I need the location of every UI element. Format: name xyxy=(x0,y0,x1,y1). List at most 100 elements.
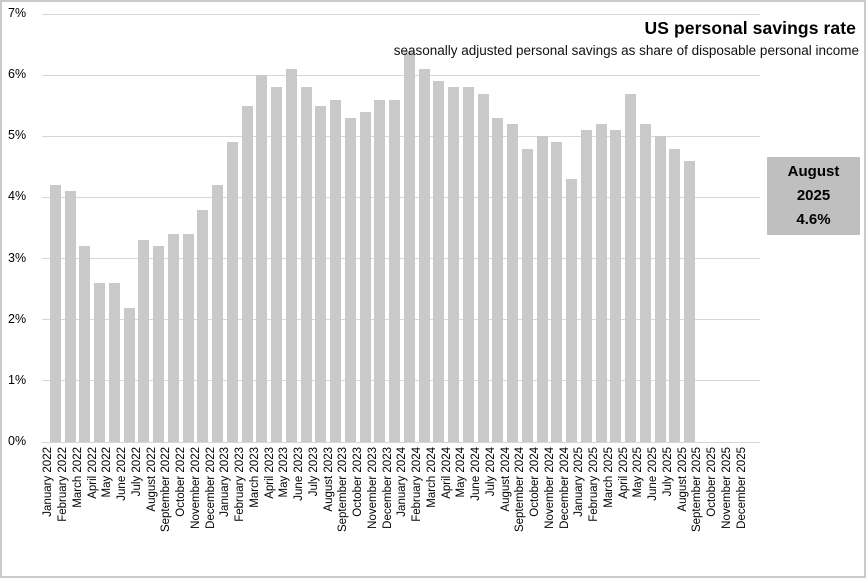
gridline-2% xyxy=(42,319,760,321)
bar-november-2022 xyxy=(197,209,209,442)
x-tick-label: November 2023 xyxy=(366,447,379,529)
bar-january-2022 xyxy=(49,185,61,442)
gridline-0% xyxy=(42,441,760,443)
bar-august-2022 xyxy=(153,246,165,442)
x-tick-label: June 2022 xyxy=(116,447,129,501)
y-tick-label: 7% xyxy=(8,6,27,20)
bar-december-2023 xyxy=(389,99,401,442)
bar-may-2024 xyxy=(462,87,474,442)
x-tick-label: August 2022 xyxy=(145,447,158,512)
x-tick-label: June 2024 xyxy=(470,447,483,501)
bar-november-2023 xyxy=(374,99,386,442)
gridline-6% xyxy=(42,74,760,76)
bar-may-2022 xyxy=(108,283,120,442)
bar-january-2024 xyxy=(403,50,415,442)
bar-july-2024 xyxy=(492,117,504,442)
callout-year: 2025 xyxy=(796,187,831,204)
bar-december-2022 xyxy=(212,185,224,442)
bar-april-2022 xyxy=(94,283,106,442)
y-tick-label: 3% xyxy=(8,250,27,265)
bar-june-2022 xyxy=(123,307,135,442)
bar-march-2023 xyxy=(256,75,268,442)
bar-october-2024 xyxy=(536,136,548,442)
x-tick-label: April 2022 xyxy=(86,447,99,499)
bar-june-2024 xyxy=(477,93,489,442)
y-tick-label: 5% xyxy=(8,128,27,143)
chart-subtitle: seasonally adjusted personal savings as … xyxy=(393,43,859,58)
x-tick-label: March 2023 xyxy=(248,447,261,508)
bar-february-2022 xyxy=(64,191,76,442)
x-tick-label: March 2025 xyxy=(602,447,615,508)
y-tick-label: 6% xyxy=(8,67,27,82)
y-tick-label: 4% xyxy=(8,189,27,204)
x-tick-label: October 2024 xyxy=(529,447,542,517)
gridline-3% xyxy=(42,258,760,260)
x-tick-label: September 2022 xyxy=(160,447,173,533)
bar-october-2023 xyxy=(359,111,371,442)
x-tick-label: July 2023 xyxy=(307,447,320,497)
x-tick-label: August 2025 xyxy=(676,447,689,512)
bar-december-2024 xyxy=(566,179,578,442)
x-tick-label: July 2022 xyxy=(130,447,143,497)
x-tick-label: April 2023 xyxy=(263,447,276,499)
x-tick-label: February 2023 xyxy=(234,447,247,522)
bar-july-2022 xyxy=(138,240,150,442)
callout-value: 4.6% xyxy=(796,211,831,228)
bar-march-2022 xyxy=(79,246,91,442)
x-tick-label: September 2024 xyxy=(514,447,527,533)
bar-august-2025 xyxy=(684,160,696,442)
x-tick-label: October 2022 xyxy=(175,447,188,517)
y-tick-label: 2% xyxy=(8,311,27,326)
bar-august-2023 xyxy=(330,99,342,442)
x-tick-label: October 2025 xyxy=(706,447,719,517)
x-tick-label: December 2025 xyxy=(735,447,748,529)
x-tick-label: April 2025 xyxy=(617,447,630,499)
bar-july-2023 xyxy=(315,105,327,442)
x-tick-label: January 2025 xyxy=(573,447,586,517)
x-tick-label: January 2024 xyxy=(396,447,409,517)
bar-april-2025 xyxy=(625,93,637,442)
x-tick-label: December 2023 xyxy=(381,447,394,529)
bar-january-2025 xyxy=(580,130,592,442)
x-tick-label: February 2024 xyxy=(411,447,424,522)
bar-june-2025 xyxy=(654,136,666,442)
bar-september-2022 xyxy=(167,234,179,442)
bar-july-2025 xyxy=(669,148,681,442)
bar-march-2025 xyxy=(610,130,622,442)
x-tick-label: November 2024 xyxy=(543,447,556,529)
bar-may-2025 xyxy=(639,124,651,442)
bar-february-2025 xyxy=(595,124,607,442)
bar-november-2024 xyxy=(551,142,563,442)
x-tick-label: December 2024 xyxy=(558,447,571,529)
x-tick-label: July 2025 xyxy=(661,447,674,497)
gridline-1% xyxy=(42,380,760,382)
bar-may-2023 xyxy=(285,69,297,442)
callout-month: August xyxy=(787,163,840,180)
chart-title: US personal savings rate xyxy=(644,18,856,38)
x-tick-label: June 2025 xyxy=(647,447,660,501)
bar-february-2024 xyxy=(418,69,430,442)
bar-april-2023 xyxy=(271,87,283,442)
bar-april-2024 xyxy=(448,87,460,442)
x-tick-label: May 2022 xyxy=(101,447,114,498)
plot-area xyxy=(42,13,760,443)
bar-february-2023 xyxy=(241,105,253,442)
bar-january-2023 xyxy=(226,142,238,442)
x-tick-label: September 2025 xyxy=(691,447,704,533)
gridline-4% xyxy=(42,196,760,198)
x-tick-label: May 2024 xyxy=(455,447,468,498)
bar-august-2024 xyxy=(507,124,519,442)
bar-march-2024 xyxy=(433,81,445,442)
x-tick-label: May 2025 xyxy=(632,447,645,498)
x-tick-label: April 2024 xyxy=(440,447,453,499)
x-tick-label: February 2025 xyxy=(588,447,601,522)
x-tick-label: July 2024 xyxy=(484,447,497,497)
y-tick-label: 1% xyxy=(8,372,27,387)
bar-september-2024 xyxy=(521,148,533,442)
bar-september-2023 xyxy=(344,117,356,442)
bar-october-2022 xyxy=(182,234,194,442)
x-tick-label: March 2024 xyxy=(425,447,438,508)
x-tick-label: December 2022 xyxy=(204,447,217,529)
gridline-5% xyxy=(42,135,760,137)
